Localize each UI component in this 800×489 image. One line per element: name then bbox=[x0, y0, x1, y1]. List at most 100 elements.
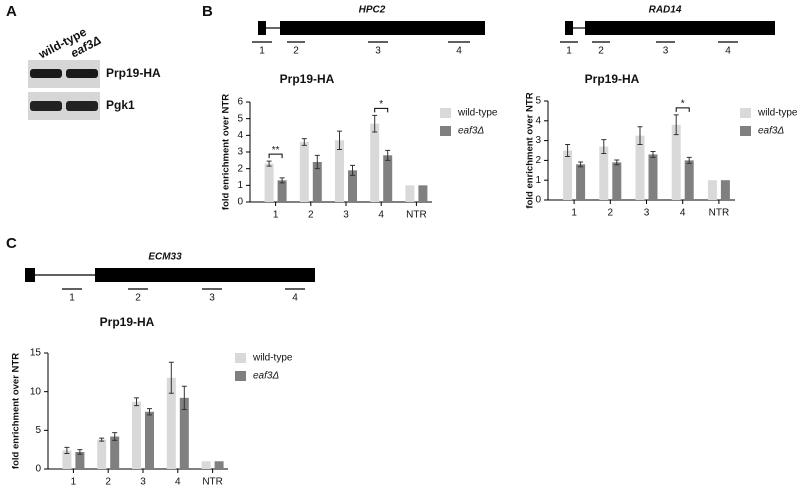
amplicon-label: 3 bbox=[663, 46, 669, 57]
error-bar bbox=[301, 138, 307, 146]
amplicon-label: 2 bbox=[598, 46, 604, 57]
bar bbox=[277, 180, 287, 202]
blot-row-label: Prp19-HA bbox=[106, 66, 161, 80]
y-tick-label: 2 bbox=[237, 163, 243, 174]
legend-label: wild-type bbox=[757, 108, 798, 119]
error-bar bbox=[637, 126, 643, 146]
legend-label: eaf3Δ bbox=[758, 126, 784, 137]
gene-name: RAD14 bbox=[649, 5, 682, 16]
x-tick-label: 3 bbox=[343, 210, 349, 221]
y-axis-label: fold enrichment over NTR bbox=[221, 94, 232, 210]
x-tick-label: 2 bbox=[105, 477, 111, 488]
gene-name: HPC2 bbox=[359, 5, 386, 16]
significance-bracket bbox=[675, 107, 690, 112]
legend-label: wild-type bbox=[457, 108, 498, 119]
error-bar bbox=[64, 446, 70, 455]
legend-swatch bbox=[440, 108, 451, 118]
error-bar bbox=[266, 160, 272, 167]
exon bbox=[258, 21, 266, 35]
exon bbox=[280, 21, 485, 35]
exon bbox=[95, 268, 315, 282]
blot-band bbox=[66, 101, 98, 111]
amplicon-label: 1 bbox=[69, 293, 75, 304]
bar bbox=[264, 163, 274, 202]
amplicon-label: 3 bbox=[375, 46, 381, 57]
x-tick-label: 4 bbox=[378, 210, 384, 221]
y-tick-label: 0 bbox=[237, 197, 243, 208]
x-tick-label: 2 bbox=[308, 210, 314, 221]
legend-swatch bbox=[235, 371, 246, 381]
panel-label: B bbox=[202, 3, 213, 20]
bar bbox=[348, 170, 357, 202]
bar bbox=[201, 461, 211, 469]
x-tick-label: 3 bbox=[644, 208, 650, 219]
error-bar bbox=[673, 114, 679, 136]
bar bbox=[145, 411, 154, 469]
bar bbox=[707, 180, 717, 200]
bar bbox=[214, 461, 224, 469]
significance-label: * bbox=[681, 99, 685, 110]
bar bbox=[62, 450, 72, 469]
bar bbox=[383, 155, 393, 202]
chart-title: Prp19-HA bbox=[100, 315, 155, 329]
x-tick-label: 1 bbox=[571, 208, 577, 219]
y-tick-label: 4 bbox=[535, 115, 541, 126]
y-tick-label: 5 bbox=[35, 425, 41, 436]
error-bar bbox=[350, 164, 355, 176]
legend-label: wild-type bbox=[252, 353, 293, 364]
y-tick-label: 0 bbox=[35, 464, 41, 475]
legend-label: eaf3Δ bbox=[253, 371, 279, 382]
legend-label: eaf3Δ bbox=[458, 126, 484, 137]
error-bar bbox=[650, 150, 656, 158]
amplicon-label: 4 bbox=[456, 46, 462, 57]
error-bar bbox=[112, 432, 118, 441]
bar bbox=[166, 377, 176, 469]
amplicon-label: 3 bbox=[209, 293, 215, 304]
bar bbox=[335, 140, 344, 202]
bar bbox=[684, 160, 694, 200]
significance-bracket bbox=[374, 107, 389, 113]
bar bbox=[418, 185, 428, 202]
bar bbox=[75, 451, 85, 469]
y-tick-label: 10 bbox=[30, 386, 42, 397]
amplicon-label: 4 bbox=[725, 46, 731, 57]
blot-band bbox=[66, 69, 98, 78]
x-tick-label: 1 bbox=[273, 210, 279, 221]
x-tick-label: 3 bbox=[140, 477, 146, 488]
error-bar bbox=[99, 437, 105, 442]
y-tick-label: 5 bbox=[237, 113, 243, 124]
bar bbox=[97, 439, 107, 469]
bar bbox=[110, 436, 120, 469]
y-tick-label: 0 bbox=[535, 195, 541, 206]
gene-name: ECM33 bbox=[148, 252, 182, 263]
y-tick-label: 3 bbox=[535, 135, 541, 146]
bar bbox=[132, 401, 141, 469]
panel-label: A bbox=[6, 3, 17, 20]
y-tick-label: 4 bbox=[237, 130, 243, 141]
blot-row-label: Pgk1 bbox=[106, 98, 135, 112]
error-bar bbox=[77, 449, 83, 455]
bar bbox=[312, 162, 322, 202]
error-bar bbox=[565, 144, 571, 157]
bar bbox=[299, 142, 309, 202]
significance-bracket bbox=[268, 153, 283, 159]
bar bbox=[370, 123, 380, 202]
bar bbox=[612, 162, 622, 200]
panel-label: C bbox=[6, 235, 17, 252]
amplicon-label: 2 bbox=[135, 293, 141, 304]
x-tick-label: NTR bbox=[709, 208, 730, 219]
legend-swatch bbox=[440, 126, 451, 136]
error-bar bbox=[385, 149, 391, 161]
y-axis-label: fold enrichment over NTR bbox=[11, 353, 22, 469]
bar bbox=[599, 146, 609, 200]
error-bar bbox=[686, 156, 692, 164]
y-tick-label: 6 bbox=[237, 97, 243, 108]
exon bbox=[585, 21, 775, 35]
error-bar bbox=[314, 154, 320, 170]
y-tick-label: 1 bbox=[237, 180, 243, 191]
y-tick-label: 3 bbox=[237, 147, 243, 158]
error-bar bbox=[134, 397, 139, 407]
amplicon-label: 1 bbox=[566, 46, 572, 57]
